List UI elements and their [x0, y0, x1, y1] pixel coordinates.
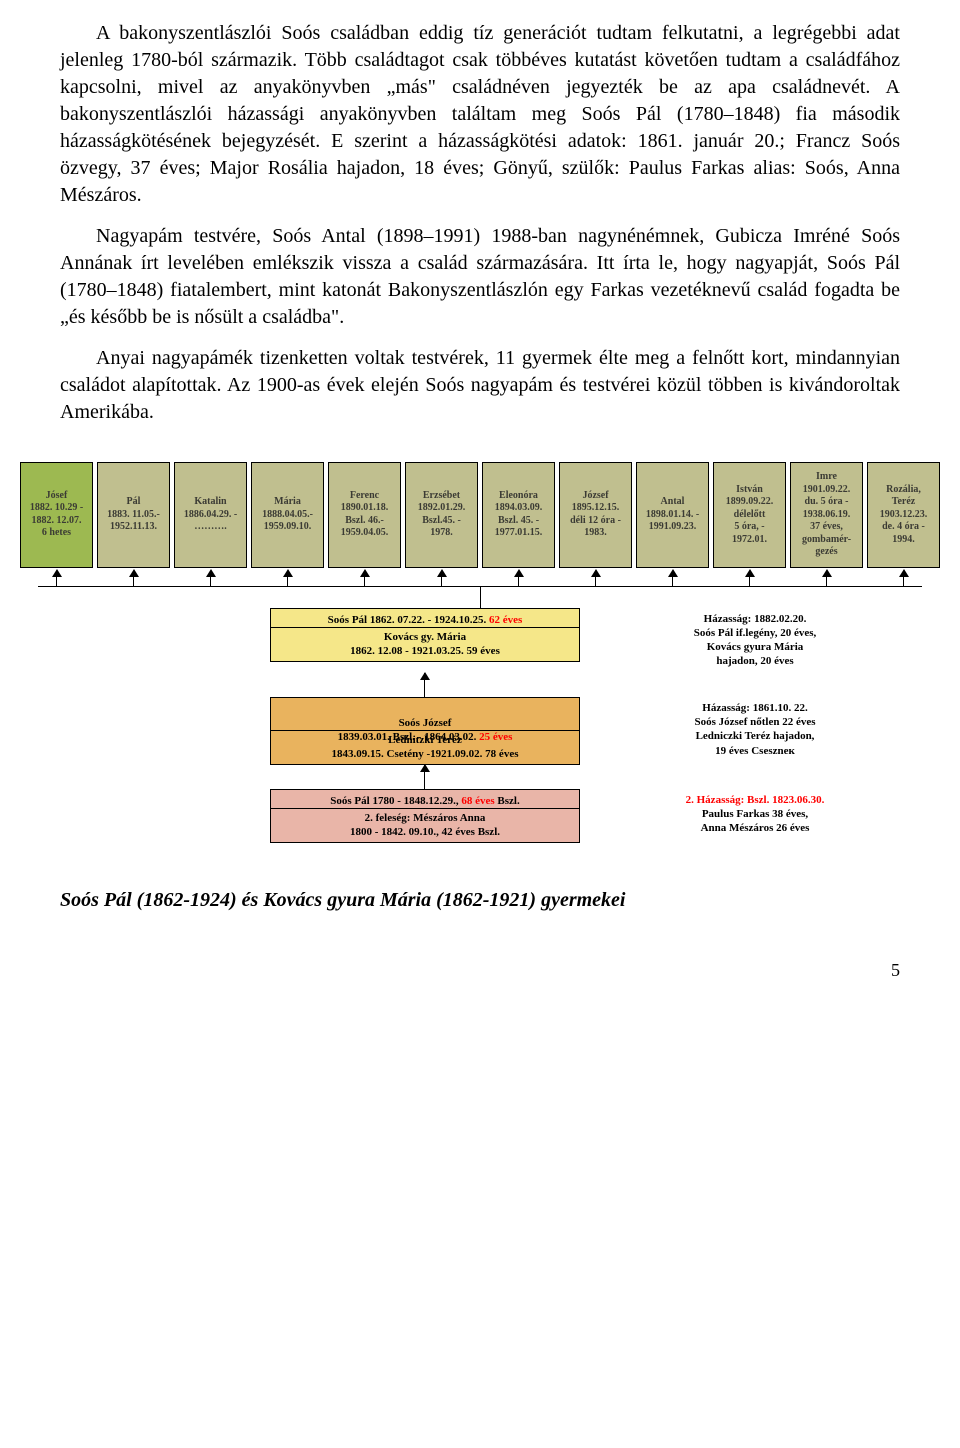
gen3-spouse: 2. feleség: Mészáros Anna 1800 - 1842. 0… — [270, 809, 580, 843]
child-box: József1895.12.15.déli 12 óra -1983. — [559, 462, 632, 568]
paragraph-3: Anyai nagyapámék tizenketten voltak test… — [60, 345, 900, 426]
child-box: Erzsébet1892.01.29.Bszl.45. -1978. — [405, 462, 478, 568]
gen1-spouse: Kovács gy. Mária 1862. 12.08 - 1921.03.2… — [270, 628, 580, 662]
child-box: Antal1898.01.14. -1991.09.23. — [636, 462, 709, 568]
gen1-row: Soós Pál 1862. 07.22. - 1924.10.25. 62 é… — [270, 608, 910, 673]
paragraph-1: A bakonyszentlászlói Soós családban eddi… — [60, 20, 900, 209]
gen1-marriage: Házasság: 1882.02.20. Soós Pál if.legény… — [600, 608, 910, 673]
child-box: Katalin1886.04.29. -………. — [174, 462, 247, 568]
child-box: Rozália,Teréz1903.12.23.de. 4 óra -1994. — [867, 462, 940, 568]
child-box: Imre1901.09.22.du. 5 óra -1938.06.19.37 … — [790, 462, 863, 568]
child-box: Mária1888.04.05.-1959.09.10. — [251, 462, 324, 568]
gen1-connector — [270, 673, 910, 697]
child-box: Pál1883. 11.05.-1952.11.13. — [97, 462, 170, 568]
child-connectors — [20, 568, 940, 608]
gen2-row: Soós József 1839.03.01. Bszl. - 1864.03.… — [270, 697, 910, 765]
gen3-row: Soós Pál 1780 - 1848.12.29., 68 éves Bsz… — [270, 789, 910, 843]
paragraph-2: Nagyapám testvére, Soós Antal (1898–1991… — [60, 223, 900, 331]
gen3-person: Soós Pál 1780 - 1848.12.29., 68 éves Bsz… — [270, 789, 580, 809]
child-box: István1899.09.22.délelőtt5 óra, -1972.01… — [713, 462, 786, 568]
page-number: 5 — [60, 960, 900, 981]
child-box: Ferenc1890.01.18.Bszl. 46.-1959.04.05. — [328, 462, 401, 568]
body-text: A bakonyszentlászlói Soós családban eddi… — [60, 20, 900, 426]
gen2-spouse: Lednitzki Teréz 1843.09.15. Csetény -192… — [270, 731, 580, 765]
figure-caption: Soós Pál (1862-1924) és Kovács gyura Már… — [60, 889, 900, 912]
gen3-marriage: 2. Házasság: Bszl. 1823.06.30. Paulus Fa… — [600, 789, 910, 840]
child-box: Jósef1882. 10.29 -1882. 12.07.6 hetes — [20, 462, 93, 568]
gen1-person: Soós Pál 1862. 07.22. - 1924.10.25. 62 é… — [270, 608, 580, 628]
gen2-connector — [270, 765, 910, 789]
gen2-person: Soós József 1839.03.01. Bszl. - 1864.03.… — [270, 697, 580, 731]
gen2-marriage: Házasság: 1861.10. 22. Soós József nőtle… — [600, 697, 910, 762]
children-boxes: Jósef1882. 10.29 -1882. 12.07.6 hetesPál… — [20, 462, 940, 568]
child-box: Eleonóra1894.03.09.Bszl. 45. -1977.01.15… — [482, 462, 555, 568]
